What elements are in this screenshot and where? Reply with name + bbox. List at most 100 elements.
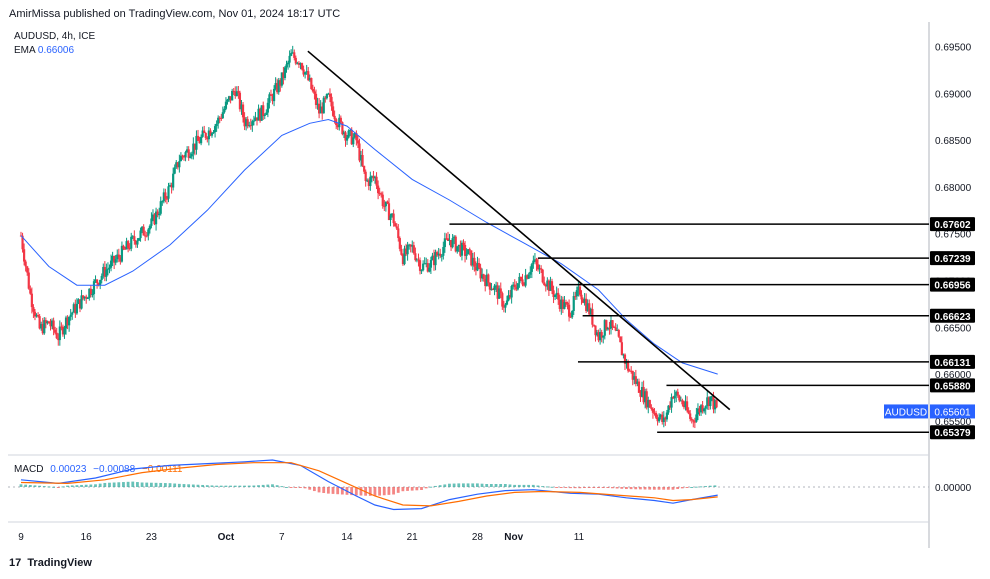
- candle-body: [310, 77, 313, 90]
- macd-histogram-bar: [531, 484, 535, 487]
- candle-body: [246, 119, 249, 126]
- macd-histogram-bar: [634, 487, 638, 490]
- candle-body: [130, 236, 133, 249]
- candle-body: [353, 133, 356, 138]
- symbol-tag: [884, 404, 928, 419]
- candle-body: [696, 408, 700, 415]
- candle-body: [581, 299, 585, 303]
- candle-body: [190, 153, 193, 157]
- macd-histogram-bar: [94, 484, 97, 487]
- candle-body: [156, 211, 159, 216]
- candle-body: [64, 317, 68, 329]
- candle-body: [123, 248, 127, 250]
- candle-body: [712, 396, 715, 410]
- candle-body: [654, 412, 658, 418]
- candle-body: [300, 63, 304, 70]
- candle-body: [339, 117, 342, 123]
- candle-body: [373, 176, 377, 179]
- candle-body: [459, 244, 462, 256]
- candle-body: [128, 247, 131, 249]
- macd-histogram-bar: [643, 487, 647, 490]
- candle-body: [467, 249, 470, 255]
- macd-histogram-bar: [159, 482, 163, 487]
- candle-body: [530, 264, 533, 272]
- candle-body: [254, 117, 257, 121]
- candle-body: [252, 120, 255, 122]
- candle-body: [103, 266, 106, 277]
- candle-body: [443, 238, 446, 248]
- macd-histogram-bar: [378, 487, 381, 496]
- candle-body: [60, 326, 63, 328]
- candle-body: [491, 289, 495, 291]
- macd-histogram-bar: [219, 485, 223, 487]
- candle-body: [499, 288, 502, 294]
- candle-body: [344, 132, 347, 141]
- candle-body: [366, 180, 369, 182]
- macd-histogram-bar: [583, 487, 586, 489]
- candle-body: [715, 400, 718, 408]
- macd-histogram-bar: [573, 487, 577, 489]
- candle-body: [389, 215, 392, 221]
- candle-body: [223, 108, 226, 113]
- candle-body: [510, 286, 513, 298]
- time-tick-label: 7: [279, 532, 285, 543]
- candle-body: [286, 62, 290, 65]
- macd-legend-label: MACD: [14, 464, 44, 475]
- macd-histogram-bar: [382, 487, 386, 496]
- candle-body: [204, 132, 207, 138]
- candle-body: [566, 302, 569, 305]
- macd-histogram-bar: [52, 486, 55, 488]
- tradingview-logo[interactable]: 17 TradingView: [9, 557, 92, 569]
- candle-body: [363, 165, 366, 172]
- candle-body: [372, 176, 375, 179]
- candle-body: [97, 282, 100, 286]
- macd-histogram-bar: [261, 484, 265, 487]
- candle-body: [689, 413, 692, 419]
- candle-body: [217, 117, 220, 124]
- candle-body: [189, 156, 192, 158]
- candle-body: [40, 323, 43, 329]
- candle-body: [173, 167, 176, 174]
- candle-body: [32, 307, 35, 312]
- macd-histogram-bar: [257, 485, 260, 487]
- symbol-tag-label: AUDUSD: [885, 407, 927, 418]
- candle-body: [164, 192, 167, 199]
- candle-body: [125, 241, 128, 250]
- time-tick-label: 28: [472, 532, 484, 543]
- candle-body: [574, 296, 577, 298]
- macd-histogram-bar: [154, 482, 158, 487]
- candle-body: [667, 405, 670, 413]
- candle-body: [417, 259, 420, 261]
- candle-body: [182, 156, 186, 158]
- symbol-legend: AUDUSD, 4h, ICE: [14, 31, 96, 42]
- macd-histogram-bar: [233, 485, 237, 487]
- candle-body: [226, 99, 229, 102]
- candle-body: [701, 405, 704, 412]
- macd-histogram-bar: [559, 487, 563, 488]
- candle-body: [623, 354, 627, 364]
- macd-histogram-bar: [80, 484, 83, 487]
- candle-body: [251, 121, 254, 126]
- candle-body: [172, 173, 175, 188]
- candle-body: [560, 299, 563, 309]
- candle-body: [445, 238, 448, 240]
- candle-body: [257, 108, 260, 121]
- macd-histogram-bar: [671, 487, 675, 490]
- candle-body: [109, 260, 113, 268]
- macd-histogram-bar: [38, 485, 42, 487]
- level-price-tag: [930, 425, 975, 440]
- candle-body: [479, 267, 482, 279]
- candle-body: [650, 407, 653, 409]
- candle-body: [49, 323, 52, 327]
- candle-body: [493, 285, 496, 290]
- macd-histogram-bar: [662, 487, 666, 490]
- candle-body: [92, 281, 96, 295]
- candle-body: [549, 281, 552, 291]
- candle-body: [436, 252, 439, 256]
- candle-body: [442, 247, 445, 256]
- candle-body: [296, 62, 299, 64]
- candle-body: [454, 236, 457, 252]
- macd-histogram-bar: [587, 487, 591, 488]
